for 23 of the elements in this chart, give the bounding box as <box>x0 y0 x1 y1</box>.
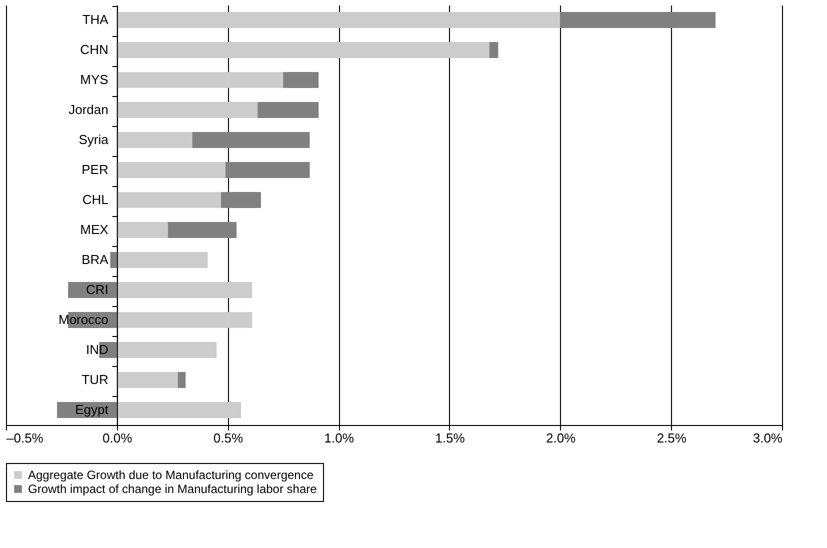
y-tick-label: IND <box>86 342 108 357</box>
legend-label: Growth impact of change in Manufacturing labor share <box>28 482 318 496</box>
y-tick-label: Egypt <box>75 402 109 417</box>
y-tick-label: PER <box>82 162 108 177</box>
y-tick-label: MEX <box>80 222 109 237</box>
x-tick-label: 1.0% <box>324 430 354 446</box>
x-tick-label: 2.5% <box>656 430 687 446</box>
x-tick-label: 3.0% <box>752 430 783 446</box>
y-tick-label: CRI <box>86 282 108 297</box>
y-tick-label: BRA <box>82 252 109 267</box>
y-tick-label: CHN <box>80 42 108 57</box>
y-tick-label: Jordan <box>68 102 108 117</box>
y-tick-label: TUR <box>82 372 108 387</box>
y-tick-label: MYS <box>80 72 109 87</box>
x-tick-label: 2.0% <box>546 430 576 446</box>
y-tick-label: THA <box>82 12 109 27</box>
x-tick-label: –0.5% <box>6 430 44 446</box>
y-tick-label: Syria <box>78 132 110 147</box>
y-tick-label: CHL <box>82 192 108 207</box>
x-tick-label: 0.5% <box>213 430 244 446</box>
x-tick-label: 0.0% <box>102 430 133 446</box>
legend-label: Aggregate Growth due to Manufacturing convergence <box>28 468 314 482</box>
x-tick-label: 1.5% <box>435 430 466 446</box>
